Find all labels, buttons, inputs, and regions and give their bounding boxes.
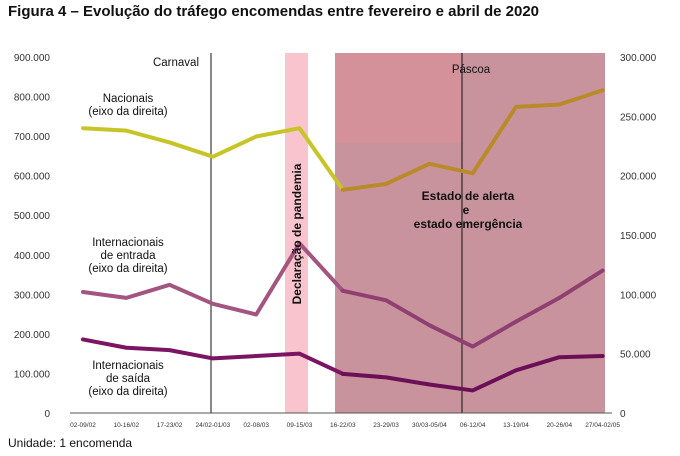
right-axis-tick-label: 150.000 [620,231,657,242]
x-axis-tick-label: 20-26/04 [546,422,572,429]
left-axis-tick-label: 600.000 [14,172,51,183]
series-label-nacionais: (eixo da direita) [88,106,167,118]
x-axis-tick-label: 02-09/02 [70,422,96,429]
alert-state-label: e [463,203,470,217]
x-axis-tick-label: 10-16/02 [113,422,139,429]
series-line-saida-after [340,354,605,393]
x-axis-tick-label: 13-19/04 [503,422,529,429]
series-line-entrada-before [81,241,345,317]
series-label-nacionais: Nacionais [103,93,154,105]
right-axis-tick-label: 250.000 [620,112,657,123]
right-axis-tick-label: 0 [620,409,626,420]
alert-state-label: estado emergência [414,217,523,231]
left-axis-tick-label: 200.000 [14,330,51,341]
right-axis-tick-label: 300.000 [620,53,657,64]
x-axis-tick-label: 06-12/04 [460,422,486,429]
series-line-entrada-after [340,268,605,349]
series-label-saida: (eixo da direita) [88,386,167,398]
right-axis-tick-label: 50.000 [620,350,651,361]
left-axis-tick-label: 700.000 [14,132,51,143]
left-axis-tick-label: 900.000 [14,53,51,64]
series-label-entrada: Internacionais [92,237,164,249]
x-axis-tick-label: 02-08/03 [243,422,269,429]
x-axis-tick-label: 24/02-01/03 [196,422,231,429]
left-axis-tick-label: 100.000 [14,369,51,380]
series-label-entrada: (eixo da direita) [88,263,167,275]
series-line-saida-before [81,337,345,376]
right-axis-tick-label: 200.000 [620,172,657,183]
x-axis-tick-label: 23-29/03 [373,422,399,429]
chart-title: Figura 4 – Evolução do tráfego encomenda… [8,3,540,20]
x-axis-tick-label: 09-15/03 [287,422,313,429]
series-line-nacionais-before [81,126,345,192]
right-axis-tick-label: 100.000 [620,290,657,301]
alert-band-highlight [335,53,462,143]
left-axis-tick-label: 400.000 [14,251,51,262]
left-axis-tick-label: 800.000 [14,93,51,104]
x-axis-tick-label: 27/04-02/05 [585,422,620,429]
pascoa-label: Páscoa [452,64,491,76]
carnaval-label: Carnaval [153,57,199,69]
unit-footnote: Unidade: 1 encomenda [8,436,133,450]
series-label-entrada: de entrada [101,250,157,262]
left-axis-tick-label: 0 [44,409,50,420]
x-axis-tick-label: 17-23/02 [157,422,183,429]
x-axis-tick-label: 30/03-05/04 [412,422,447,429]
series-line-nacionais-after [340,88,605,192]
pandemic-declaration-label: Declaração de pandemia [290,163,304,304]
pandemic-band [285,53,308,413]
series-label-saida: de saída [106,373,151,385]
x-axis-tick-label: 16-22/03 [330,422,356,429]
alert-state-label: Estado de alerta [422,189,515,203]
left-axis-tick-label: 300.000 [14,290,51,301]
left-axis-tick-label: 500.000 [14,211,51,222]
series-label-saida: Internacionais [92,360,164,372]
